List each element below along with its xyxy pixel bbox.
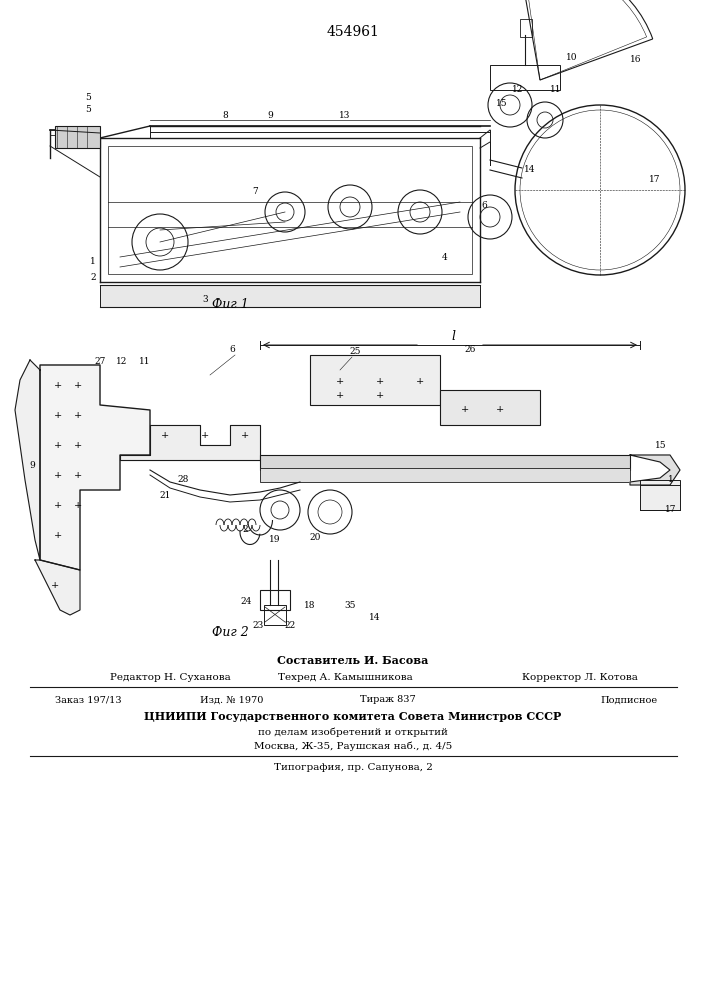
Text: +: + bbox=[336, 390, 344, 399]
Text: +: + bbox=[54, 440, 62, 450]
Text: 20: 20 bbox=[309, 534, 321, 542]
Bar bbox=[520, 19, 532, 37]
Text: 16: 16 bbox=[630, 55, 642, 64]
Text: +: + bbox=[54, 380, 62, 389]
Text: +: + bbox=[336, 377, 344, 386]
Text: 454961: 454961 bbox=[327, 25, 380, 39]
Text: +: + bbox=[74, 380, 82, 389]
Text: 11: 11 bbox=[550, 86, 562, 95]
Bar bbox=[55, 126, 100, 148]
Text: 10: 10 bbox=[566, 52, 578, 62]
Text: Корректор Л. Котова: Корректор Л. Котова bbox=[522, 672, 638, 682]
Text: 15: 15 bbox=[496, 99, 508, 107]
Polygon shape bbox=[40, 365, 150, 570]
Text: +: + bbox=[376, 390, 384, 399]
Text: Техред А. Камышникова: Техред А. Камышникова bbox=[278, 672, 412, 682]
Text: 6: 6 bbox=[229, 346, 235, 355]
Text: +: + bbox=[496, 406, 504, 414]
Text: Фиг 2: Фиг 2 bbox=[211, 626, 248, 639]
Text: по делам изобретений и открытий: по делам изобретений и открытий bbox=[258, 727, 448, 737]
Text: +: + bbox=[54, 500, 62, 510]
Text: 3: 3 bbox=[202, 296, 208, 304]
Text: +: + bbox=[54, 471, 62, 480]
Text: 5: 5 bbox=[85, 105, 91, 114]
Text: 17: 17 bbox=[649, 176, 661, 184]
Text: +: + bbox=[54, 410, 62, 420]
Text: +: + bbox=[74, 500, 82, 510]
Text: 6: 6 bbox=[481, 200, 487, 210]
Text: 26: 26 bbox=[464, 346, 476, 355]
Polygon shape bbox=[35, 560, 80, 615]
Text: 9: 9 bbox=[267, 111, 273, 120]
Text: 2: 2 bbox=[243, 526, 248, 534]
Text: +: + bbox=[241, 430, 249, 440]
Text: +: + bbox=[161, 430, 169, 440]
Text: 2: 2 bbox=[90, 272, 96, 282]
Text: 5: 5 bbox=[85, 94, 91, 103]
Text: +: + bbox=[461, 406, 469, 414]
Text: l: l bbox=[451, 330, 455, 344]
Text: 25: 25 bbox=[349, 348, 361, 357]
Text: 11: 11 bbox=[139, 358, 151, 366]
Text: 14: 14 bbox=[369, 613, 381, 622]
Text: Тираж 837: Тираж 837 bbox=[360, 696, 416, 704]
Text: Фиг 1: Фиг 1 bbox=[211, 298, 248, 312]
Text: Редактор Н. Суханова: Редактор Н. Суханова bbox=[110, 672, 230, 682]
Text: 9: 9 bbox=[29, 462, 35, 471]
Text: 12: 12 bbox=[513, 86, 524, 95]
Text: +: + bbox=[51, 580, 59, 589]
Text: 4: 4 bbox=[442, 252, 448, 261]
Text: +: + bbox=[54, 530, 62, 540]
Text: 24: 24 bbox=[240, 597, 252, 606]
Text: 28: 28 bbox=[177, 476, 189, 485]
Bar bbox=[640, 480, 680, 510]
Text: 35: 35 bbox=[344, 600, 356, 609]
Text: 1: 1 bbox=[668, 476, 674, 485]
Text: 19: 19 bbox=[269, 536, 281, 544]
Polygon shape bbox=[630, 455, 680, 485]
Text: +: + bbox=[74, 410, 82, 420]
Text: Типография, пр. Сапунова, 2: Типография, пр. Сапунова, 2 bbox=[274, 764, 433, 772]
Text: ЦНИИПИ Государственного комитета Совета Министров СССР: ЦНИИПИ Государственного комитета Совета … bbox=[144, 712, 561, 722]
Text: +: + bbox=[416, 377, 424, 386]
Text: 18: 18 bbox=[304, 600, 316, 609]
Text: 27: 27 bbox=[94, 358, 105, 366]
Text: 13: 13 bbox=[339, 111, 351, 120]
Text: 1: 1 bbox=[90, 257, 96, 266]
Bar bbox=[100, 285, 480, 307]
Text: 8: 8 bbox=[222, 111, 228, 120]
Text: 23: 23 bbox=[252, 620, 264, 630]
Text: Составитель И. Басова: Составитель И. Басова bbox=[277, 654, 428, 666]
Text: 14: 14 bbox=[525, 165, 536, 174]
Bar bbox=[490, 65, 560, 90]
Bar bbox=[260, 590, 290, 610]
Bar bbox=[108, 146, 472, 274]
Text: Заказ 197/13: Заказ 197/13 bbox=[55, 696, 122, 704]
Text: Изд. № 1970: Изд. № 1970 bbox=[200, 696, 264, 704]
Bar bbox=[440, 390, 540, 425]
Text: 12: 12 bbox=[117, 358, 128, 366]
Polygon shape bbox=[15, 360, 40, 560]
Text: 22: 22 bbox=[284, 620, 296, 630]
Text: 17: 17 bbox=[665, 506, 677, 514]
Text: +: + bbox=[74, 440, 82, 450]
Text: 7: 7 bbox=[252, 188, 258, 196]
Text: 15: 15 bbox=[655, 440, 667, 450]
Text: +: + bbox=[376, 377, 384, 386]
Bar bbox=[260, 455, 630, 470]
Bar bbox=[310, 355, 440, 405]
Bar bbox=[260, 468, 630, 482]
Text: Москва, Ж-35, Раушская наб., д. 4/5: Москва, Ж-35, Раушская наб., д. 4/5 bbox=[254, 741, 452, 751]
Text: Подписное: Подписное bbox=[600, 696, 657, 704]
Text: +: + bbox=[74, 471, 82, 480]
Text: +: + bbox=[201, 430, 209, 440]
Polygon shape bbox=[120, 425, 260, 460]
Text: 21: 21 bbox=[159, 490, 170, 499]
Bar bbox=[264, 605, 286, 625]
